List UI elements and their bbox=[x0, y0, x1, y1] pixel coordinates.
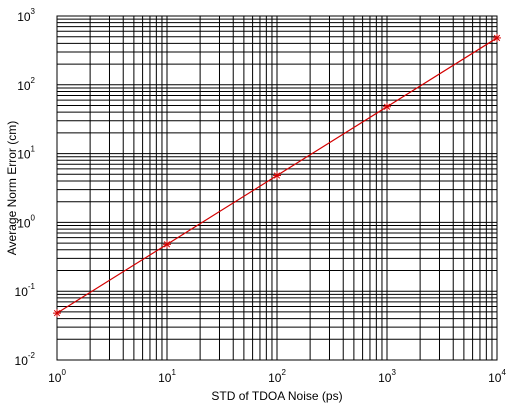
x-tick-base: 10 bbox=[158, 371, 172, 385]
y-tick-base: 10 bbox=[15, 354, 29, 368]
y-tick-label: 103 bbox=[17, 7, 35, 24]
x-tick-exponent: 4 bbox=[501, 368, 506, 377]
x-tick-label: 100 bbox=[48, 368, 66, 385]
y-tick-base: 10 bbox=[17, 79, 31, 93]
y-tick-label: 10-2 bbox=[15, 351, 36, 368]
y-tick-label: 101 bbox=[17, 145, 35, 162]
x-tick-exponent: 0 bbox=[61, 368, 66, 377]
y-tick-base: 10 bbox=[17, 216, 31, 230]
y-tick-exponent: -2 bbox=[28, 351, 36, 360]
data-point bbox=[273, 171, 281, 180]
y-tick-base: 10 bbox=[17, 10, 31, 24]
x-tick-label: 103 bbox=[378, 368, 396, 385]
y-tick-base: 10 bbox=[15, 285, 29, 299]
y-tick-exponent: 0 bbox=[31, 213, 36, 222]
y-tick-label: 100 bbox=[17, 213, 35, 230]
x-tick-exponent: 2 bbox=[281, 368, 286, 377]
y-tick-base: 10 bbox=[17, 148, 31, 162]
x-tick-label: 102 bbox=[268, 368, 286, 385]
grid bbox=[56, 16, 497, 361]
x-tick-label: 101 bbox=[158, 368, 176, 385]
y-tick-exponent: -1 bbox=[28, 282, 36, 291]
y-tick-label: 10-1 bbox=[15, 282, 36, 299]
data-point bbox=[493, 33, 501, 42]
x-tick-label: 104 bbox=[488, 368, 506, 385]
x-axis-label: STD of TDOA Noise (ps) bbox=[211, 389, 342, 403]
series-layer bbox=[53, 33, 501, 318]
plot-frame bbox=[56, 15, 498, 361]
y-tick-exponent: 2 bbox=[31, 76, 36, 85]
x-tick-exponent: 3 bbox=[391, 368, 396, 377]
data-point bbox=[163, 240, 171, 249]
x-tick-base: 10 bbox=[268, 371, 282, 385]
data-point bbox=[383, 102, 391, 111]
y-tick-exponent: 1 bbox=[31, 145, 36, 154]
x-tick-base: 10 bbox=[48, 371, 62, 385]
x-tick-exponent: 1 bbox=[171, 368, 176, 377]
y-tick-label: 102 bbox=[17, 76, 35, 93]
x-tick-base: 10 bbox=[488, 371, 502, 385]
x-tick-base: 10 bbox=[378, 371, 392, 385]
y-axis-label: Average Norm Error (cm) bbox=[5, 121, 19, 255]
y-tick-exponent: 3 bbox=[31, 7, 36, 16]
data-point bbox=[53, 309, 61, 318]
